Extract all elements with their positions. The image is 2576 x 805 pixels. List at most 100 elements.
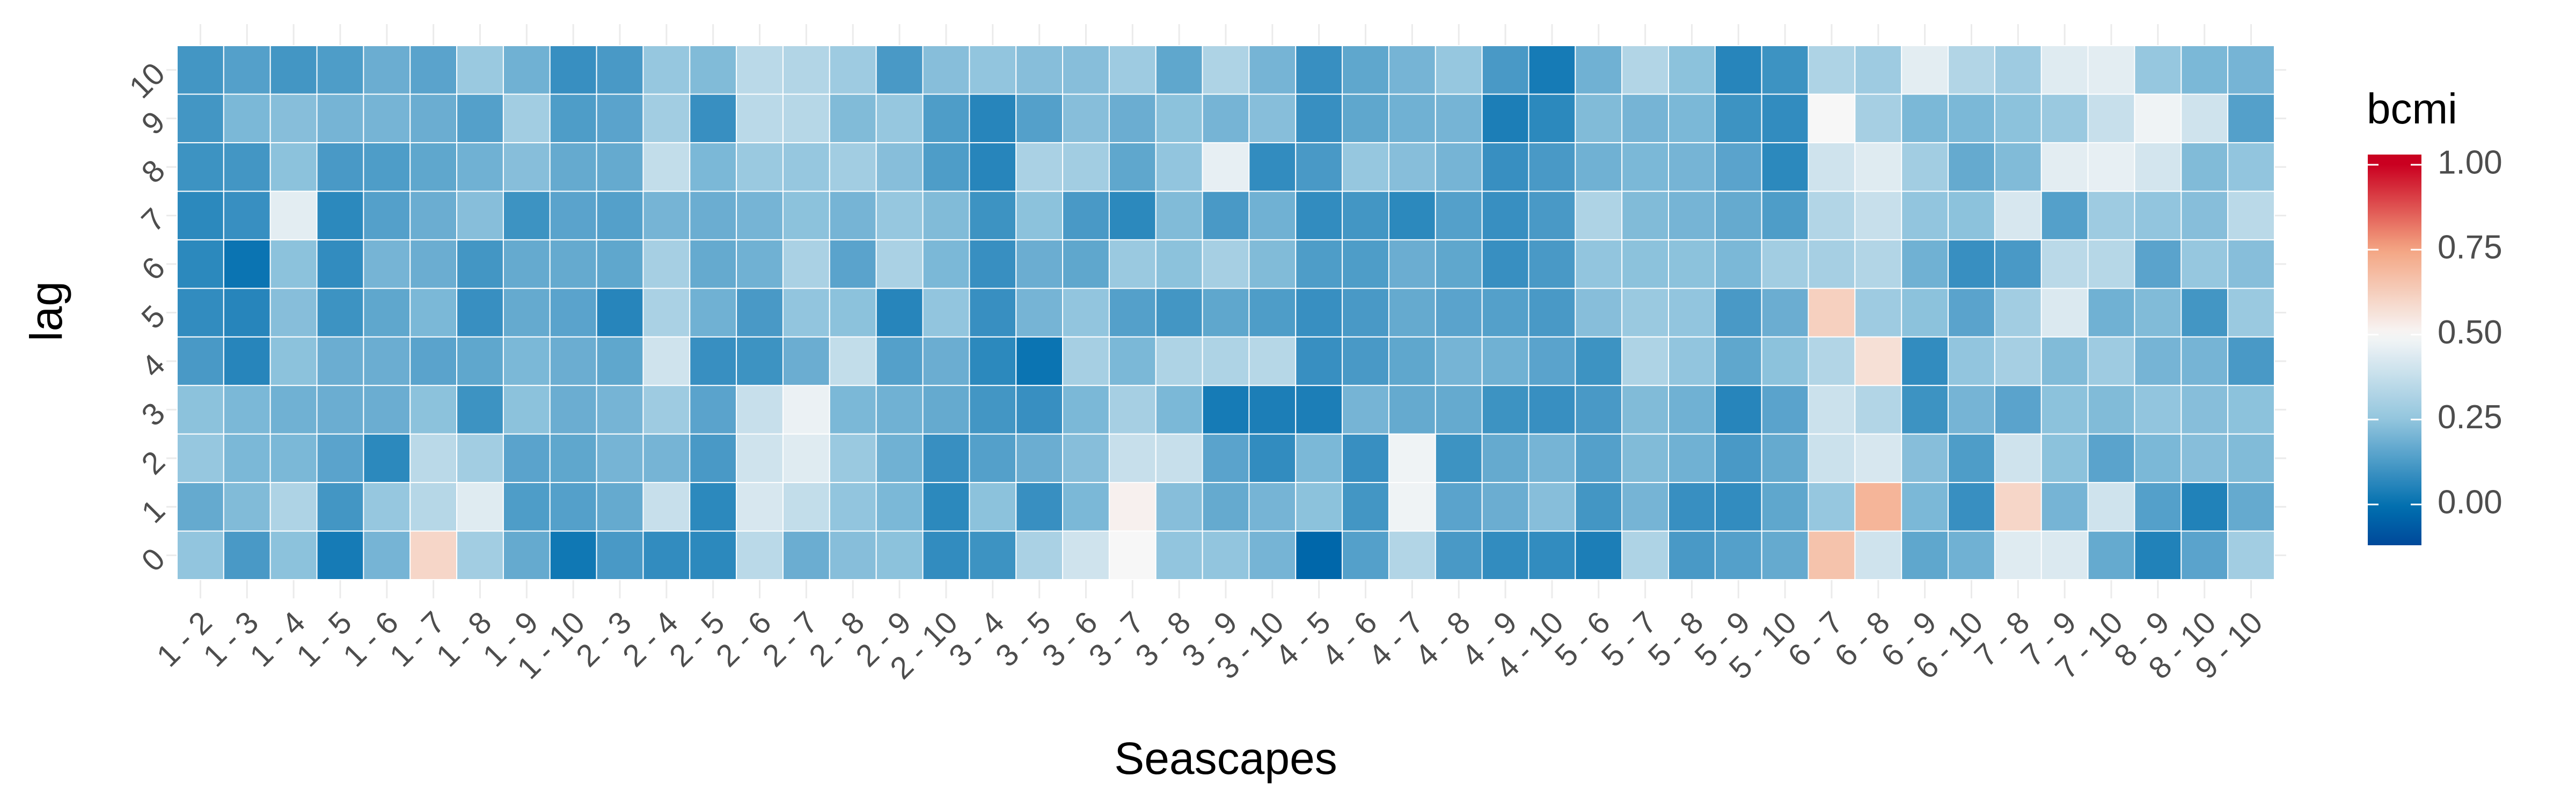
heatmap-cell <box>1668 288 1716 338</box>
heatmap-cell <box>2180 191 2229 240</box>
heatmap-cell <box>2087 93 2135 143</box>
heatmap-cell <box>409 239 458 289</box>
heatmap-cell <box>1621 433 1670 484</box>
heatmap-cell <box>782 288 830 338</box>
heatmap-cell <box>177 336 224 386</box>
heatmap-cell <box>689 336 737 386</box>
heatmap-cell <box>1062 93 1110 143</box>
heatmap-cell <box>1435 336 1483 386</box>
heatmap-cell <box>1714 93 1762 143</box>
heatmap-cell <box>269 433 318 484</box>
heatmap-cell <box>642 385 691 435</box>
heatmap-cell <box>736 93 784 143</box>
heatmap-cell <box>1575 336 1623 386</box>
heatmap-cell <box>502 45 551 95</box>
heatmap-cell <box>223 239 271 289</box>
heatmap-cell <box>1202 482 1250 532</box>
heatmap-cell <box>502 288 551 338</box>
heatmap-cell <box>2180 482 2229 532</box>
heatmap-cell <box>782 93 830 143</box>
heatmap-cell <box>1108 239 1157 289</box>
heatmap-cell <box>363 45 411 95</box>
heatmap-cell <box>642 142 691 192</box>
heatmap-cell <box>1621 191 1670 240</box>
heatmap-cell <box>1668 530 1716 581</box>
heatmap-cell <box>969 385 1017 435</box>
heatmap-cell <box>223 385 271 435</box>
heatmap-cell <box>1248 336 1297 386</box>
heatmap-cell <box>1948 239 1995 289</box>
heatmap-cell <box>316 191 364 240</box>
heatmap-cell <box>875 142 924 192</box>
heatmap-cell <box>1761 288 1809 338</box>
heatmap-cell <box>689 385 737 435</box>
heatmap-cell <box>1481 191 1529 240</box>
heatmap-cell <box>1528 482 1576 532</box>
heatmap-cell <box>969 191 1017 240</box>
heatmap-cell <box>2227 191 2275 240</box>
heatmap-cell <box>1761 142 1809 192</box>
heatmap-cell <box>1807 191 1856 240</box>
heatmap-cell <box>875 336 924 386</box>
heatmap-cell <box>1435 288 1483 338</box>
heatmap-cell <box>1062 385 1110 435</box>
heatmap-cell <box>1108 191 1157 240</box>
heatmap-cell <box>596 239 644 289</box>
x-tick-labels: 1 - 21 - 31 - 41 - 51 - 61 - 71 - 81 - 9… <box>150 605 2269 686</box>
heatmap-cell <box>1714 45 1762 95</box>
heatmap-cell <box>1108 288 1157 338</box>
heatmap-cell <box>316 45 364 95</box>
heatmap-cell <box>1807 93 1856 143</box>
heatmap-cell <box>1481 385 1529 435</box>
heatmap-cell <box>829 385 877 435</box>
heatmap-cell <box>409 336 458 386</box>
heatmap-cell <box>1948 288 1995 338</box>
heatmap-cell <box>269 142 318 192</box>
heatmap-cell <box>1248 288 1297 338</box>
heatmap-cell <box>2087 385 2135 435</box>
heatmap-cell <box>596 385 644 435</box>
heatmap-cell <box>1668 191 1716 240</box>
heatmap-cell <box>316 93 364 143</box>
heatmap-cell <box>2134 336 2182 386</box>
heatmap-cell <box>2227 142 2275 192</box>
heatmap-cell <box>456 530 504 581</box>
heatmap-cell <box>1248 239 1297 289</box>
heatmap-cell <box>1342 385 1389 435</box>
heatmap-cell <box>223 482 271 532</box>
heatmap-cell <box>549 239 597 289</box>
heatmap-cell <box>223 191 271 240</box>
heatmap-cell <box>1342 336 1389 386</box>
heatmap-cell <box>2134 385 2182 435</box>
heatmap-cell <box>969 45 1017 95</box>
y-tick-label: 5 <box>135 299 172 336</box>
heatmap-cell <box>2227 336 2275 386</box>
heatmap-cell <box>1994 482 2042 532</box>
heatmap-cell <box>642 530 691 581</box>
legend-color-bar <box>2368 155 2421 545</box>
heatmap-cell <box>689 288 737 338</box>
heatmap-cell <box>269 93 318 143</box>
heatmap-cell <box>1435 93 1483 143</box>
heatmap-cell <box>1901 239 1949 289</box>
heatmap-cell <box>1948 142 1995 192</box>
heatmap-cell <box>2040 433 2089 484</box>
heatmap-cell <box>2227 433 2275 484</box>
heatmap-cell <box>1295 93 1343 143</box>
heatmap-cell <box>1948 530 1995 581</box>
heatmap-cell <box>1854 530 1902 581</box>
heatmap-cell <box>2227 530 2275 581</box>
heatmap-cell <box>223 93 271 143</box>
heatmap-cell <box>2227 239 2275 289</box>
heatmap-cells <box>177 45 2275 581</box>
y-tick-label: 4 <box>135 347 172 384</box>
heatmap-cell <box>177 288 224 338</box>
heatmap-cell <box>922 142 970 192</box>
y-tick-label: 7 <box>135 202 172 239</box>
heatmap-cell <box>1854 45 1902 95</box>
heatmap-cell <box>829 93 877 143</box>
heatmap-cell <box>269 336 318 386</box>
heatmap-cell <box>502 93 551 143</box>
heatmap-cell <box>223 433 271 484</box>
heatmap-cell <box>1528 336 1576 386</box>
